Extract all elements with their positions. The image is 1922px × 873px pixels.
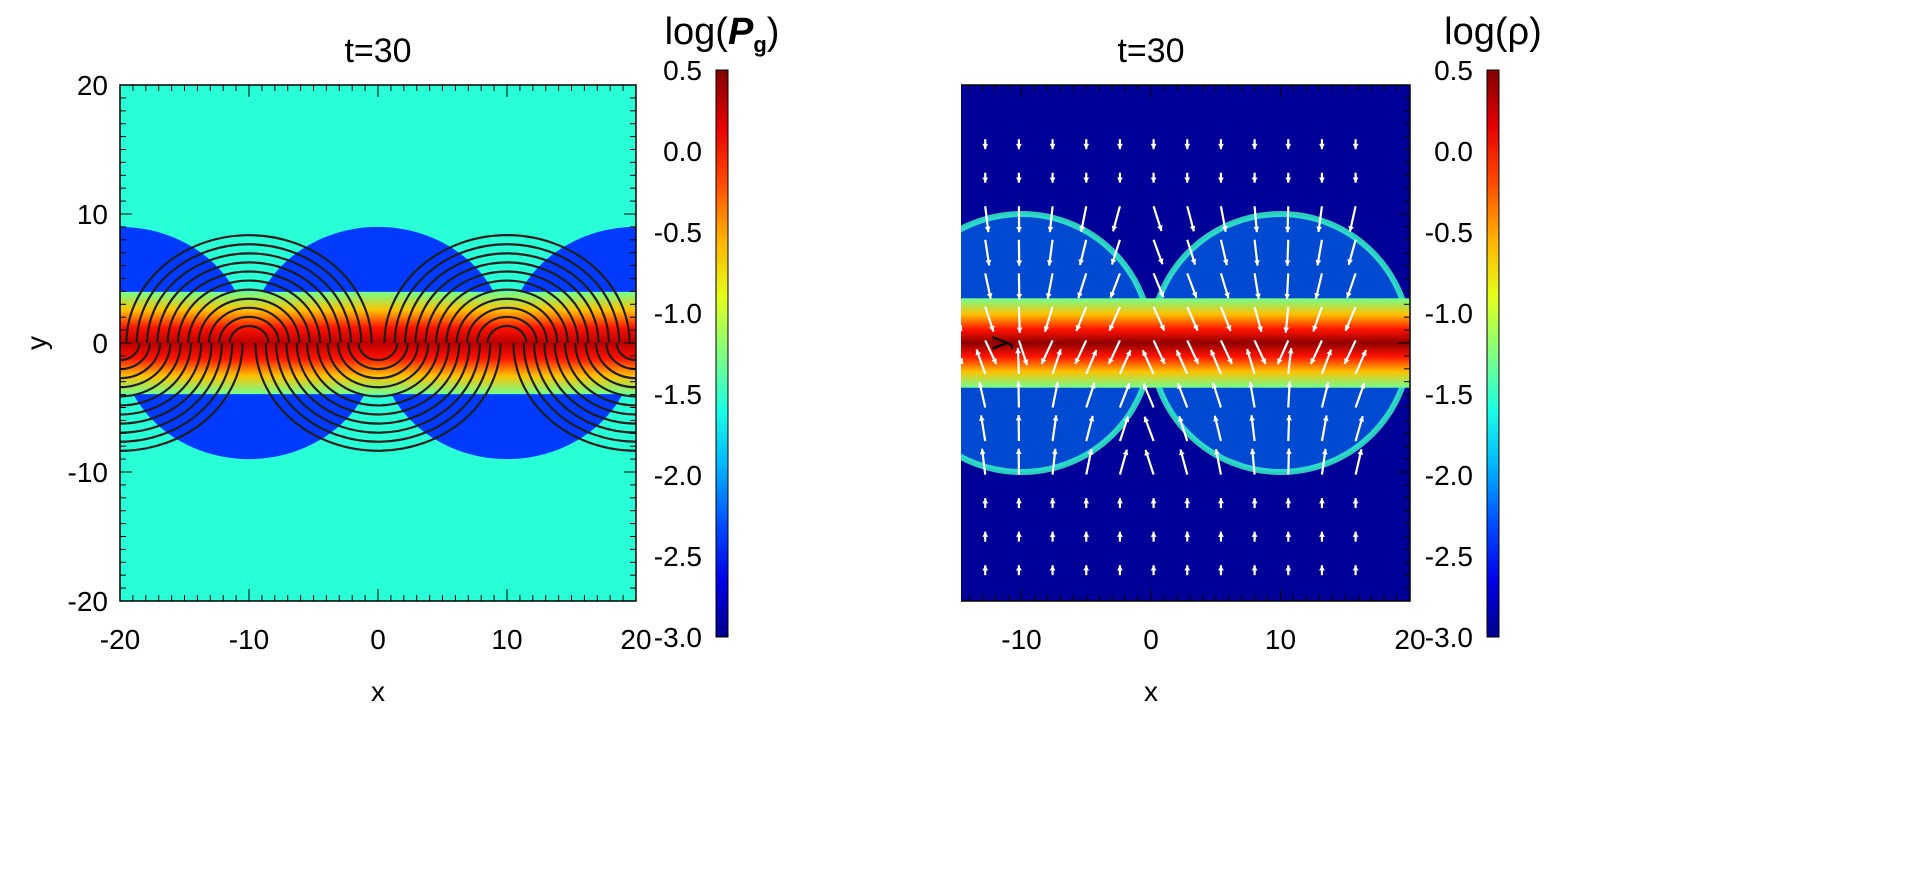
- colorbar-tick-label: -1.5: [654, 379, 702, 410]
- colorbar-label: log(Pg): [665, 11, 780, 57]
- x-tick-label: 20: [620, 624, 651, 655]
- density-panel: -20-100102020100-10-20t=30xy0.50.0-0.5-1…: [961, 0, 1922, 868]
- heatmap-field: [0, 85, 765, 601]
- colorbar-tick-label: -2.5: [654, 541, 702, 572]
- colorbar-tick-label: 0.5: [663, 55, 702, 86]
- x-tick-label: -20: [100, 624, 140, 655]
- y-tick-label: 20: [77, 70, 108, 101]
- x-axis-label: x: [1144, 676, 1158, 707]
- colorbar-tick-label: -0.5: [1425, 217, 1473, 248]
- x-tick-label: 10: [491, 624, 522, 655]
- x-tick-label: -10: [229, 624, 269, 655]
- pressure-panel: -20 -10 0 10 20 20 10 0 -10 -20 t=30 x y 0.5 0.0 -0.5 -1…: [0, 0, 961, 868]
- colorbar-tick-label: -3.0: [1425, 622, 1473, 653]
- y-axis-label: y: [21, 336, 52, 350]
- chart-title: t=30: [344, 32, 411, 70]
- x-tick-label: 0: [1143, 624, 1159, 655]
- colorbar-tick-label: -2.0: [1425, 460, 1473, 491]
- colorbar: [716, 70, 728, 637]
- dense-layer: [961, 298, 1410, 387]
- pressure-chart: -20 -10 0 10 20 20 10 0 -10 -20 t=30 x y 0.5 0.0 -0.5 -1…: [0, 0, 961, 868]
- colorbar-tick-label: 0.0: [1434, 136, 1473, 167]
- x-tick-label: 0: [370, 624, 386, 655]
- y-tick-label: 10: [77, 199, 108, 230]
- chart-title: t=30: [1117, 32, 1184, 70]
- x-axis-label: x: [371, 676, 385, 707]
- x-tick-label: -10: [1001, 624, 1041, 655]
- y-tick-label: -20: [68, 586, 108, 617]
- y-axis-label: y: [982, 336, 1013, 350]
- y-tick-label: -10: [68, 457, 108, 488]
- colorbar: [1487, 70, 1499, 637]
- colorbar-tick-label: -3.0: [654, 622, 702, 653]
- colorbar-tick-label: -1.0: [1425, 298, 1473, 329]
- colorbar-tick-label: -2.5: [1425, 541, 1473, 572]
- heatmap-field: [961, 85, 1410, 601]
- colorbar-tick-label: -1.0: [654, 298, 702, 329]
- colorbar-tick-label: 0.5: [1434, 55, 1473, 86]
- colorbar-tick-label: -1.5: [1425, 379, 1473, 410]
- colorbar-label: log(ρ): [1444, 11, 1542, 53]
- y-tick-label: 0: [92, 328, 108, 359]
- x-tick-label: 20: [1394, 624, 1425, 655]
- colorbar-tick-label: -0.5: [654, 217, 702, 248]
- density-chart: -20-100102020100-10-20t=30xy0.50.0-0.5-1…: [961, 0, 1922, 868]
- colorbar-tick-label: -2.0: [654, 460, 702, 491]
- colorbar-tick-label: 0.0: [663, 136, 702, 167]
- x-tick-label: 10: [1265, 624, 1296, 655]
